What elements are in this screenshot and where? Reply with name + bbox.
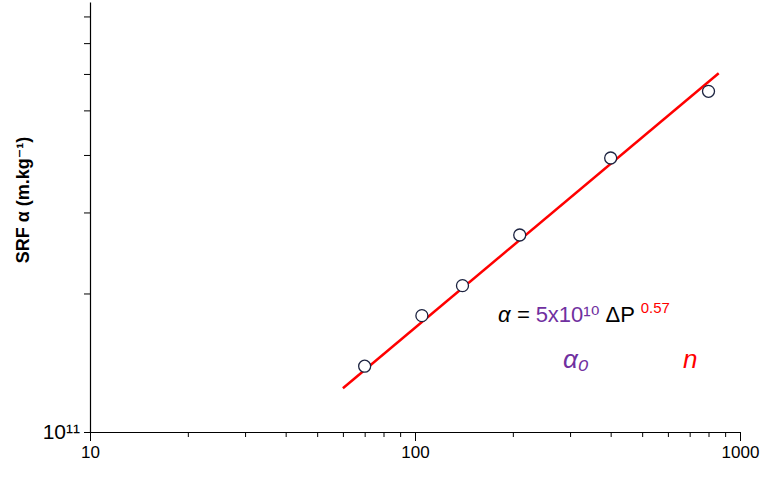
x-tick (365, 432, 366, 437)
x-tick (709, 432, 710, 437)
annotation: α₀ (563, 344, 589, 374)
x-tick-mark (384, 432, 385, 437)
x-tick-mark (709, 432, 710, 437)
x-tick-mark (245, 432, 246, 437)
y-tick (84, 43, 90, 44)
x-tick-mark (570, 432, 571, 437)
x-tick-mark (668, 432, 669, 437)
x-tick-mark (343, 432, 344, 437)
y-tick-mark (84, 293, 90, 294)
x-tick (245, 432, 246, 437)
x-tick (725, 432, 726, 437)
y-tick (84, 212, 90, 213)
y-axis-title: SRF α (m.kg⁻¹) (13, 137, 33, 264)
x-tick (384, 432, 385, 437)
x-tick-mark (513, 432, 514, 437)
x-tick (611, 432, 612, 437)
x-tick (400, 432, 401, 437)
equation-part: 0.57 (641, 299, 670, 316)
x-tick (343, 432, 344, 437)
plot-area (343, 73, 719, 388)
x-tick (513, 432, 514, 437)
x-tick-mark (317, 432, 318, 437)
y-axis-line (90, 3, 91, 433)
x-axis: 10 100 1000 (81, 432, 759, 462)
x-tick: 100 (401, 432, 429, 462)
y-tick-mark (84, 43, 90, 44)
x-tick (317, 432, 318, 437)
y-tick-mark (84, 155, 90, 156)
annotation: n (683, 344, 697, 374)
x-tick (570, 432, 571, 437)
y-tick-mark (84, 212, 90, 213)
x-tick-mark (365, 432, 366, 437)
y-tick (84, 110, 90, 111)
x-tick-mark (188, 432, 189, 437)
y-tick-mark (84, 16, 90, 17)
y-tick-label: 10¹¹ (43, 420, 80, 443)
data-point (703, 85, 715, 97)
x-tick (690, 432, 691, 437)
x-tick-mark (740, 432, 741, 441)
y-tick (84, 16, 90, 17)
x-tick (188, 432, 189, 437)
x-tick-mark (286, 432, 287, 437)
x-tick (668, 432, 669, 437)
x-tick-mark (90, 432, 91, 441)
y-tick-mark (84, 432, 90, 433)
data-point (456, 280, 468, 292)
equation-part: α = (498, 302, 536, 327)
x-tick (642, 432, 643, 437)
x-tick-label: 1000 (722, 443, 760, 462)
equation-part: 5x10¹⁰ (536, 302, 600, 327)
x-tick-mark (400, 432, 401, 437)
y-axis: 10¹¹ (43, 3, 91, 444)
x-tick: 10 (81, 432, 100, 462)
x-tick-mark (642, 432, 643, 437)
data-point (605, 152, 617, 164)
x-tick-label: 10 (81, 443, 100, 462)
x-tick: 1000 (722, 432, 760, 462)
equation-part: ΔP (599, 302, 640, 327)
data-point (359, 360, 371, 372)
y-tick (84, 155, 90, 156)
y-tick-mark (84, 110, 90, 111)
y-tick (84, 293, 90, 294)
x-tick-mark (690, 432, 691, 437)
x-tick-mark (611, 432, 612, 437)
y-tick-mark (84, 74, 90, 75)
x-tick-mark (415, 432, 416, 441)
x-tick-mark (725, 432, 726, 437)
equation: α = 5x10¹⁰ ΔP 0.57 (498, 299, 670, 327)
chart: 10 100 1000 10¹¹ SRF α (m.kg⁻¹) α = 5x10¹⁰ ΔP… (0, 0, 768, 480)
x-tick (286, 432, 287, 437)
data-point (416, 310, 428, 322)
data-point (514, 229, 526, 241)
fit-line (343, 73, 719, 388)
y-tick: 10¹¹ (43, 420, 90, 443)
x-tick-label: 100 (401, 443, 429, 462)
y-tick (84, 74, 90, 75)
